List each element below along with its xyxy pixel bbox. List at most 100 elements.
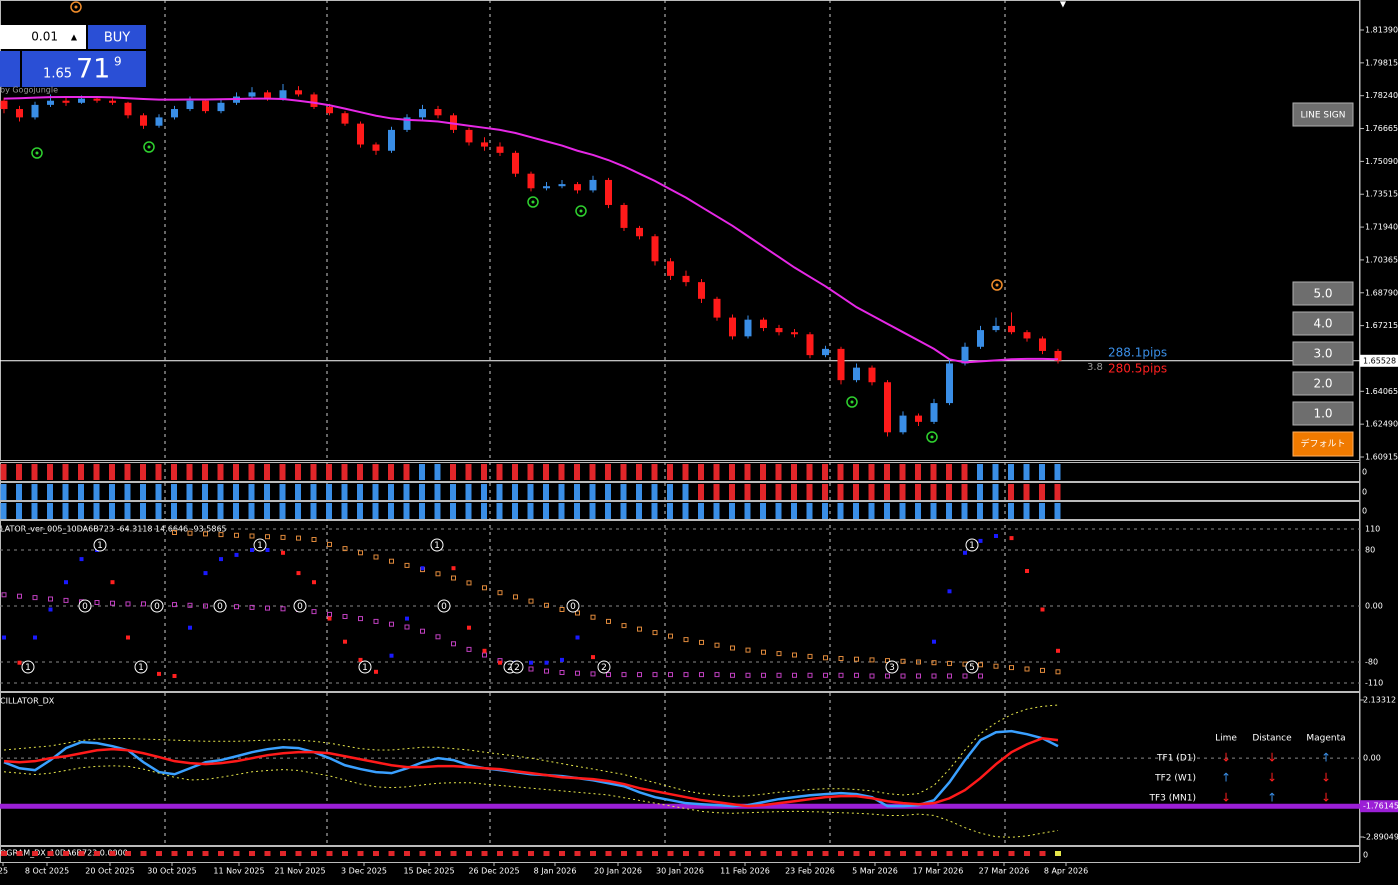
slow-square	[497, 590, 503, 596]
stripe-bar	[465, 503, 472, 519]
signal-square	[962, 673, 968, 679]
stripe-bar	[434, 464, 441, 480]
buy-button[interactable]	[88, 25, 146, 49]
slow-square	[218, 532, 224, 538]
level-button[interactable]	[1292, 281, 1354, 306]
pips-up: 288.1pips	[1108, 346, 1167, 360]
level-buttons: 5.0 4.0 3.0 2.0 1.0	[1292, 281, 1354, 426]
hist-square	[1024, 851, 1030, 856]
sell-stub[interactable]	[0, 51, 20, 87]
slow-square	[714, 642, 720, 648]
level-button[interactable]	[1292, 341, 1354, 366]
stripe-bar	[233, 484, 239, 500]
signal-number: 1	[25, 663, 31, 673]
hist-square	[512, 851, 519, 856]
candle-body	[946, 363, 953, 404]
hist-square	[156, 851, 162, 856]
signal-badge	[134, 660, 148, 674]
dx-tick-label: -1.76145	[1363, 802, 1398, 811]
candle-body	[1023, 332, 1031, 339]
hist-square	[977, 851, 984, 856]
hist-square	[900, 851, 906, 856]
lot-box[interactable]	[0, 25, 86, 49]
x-tick-label: 27 Mar 2026	[979, 867, 1030, 876]
signal-badge	[430, 538, 444, 552]
hist-square	[295, 851, 302, 856]
signal-number: 0	[82, 602, 88, 612]
x-tick-label: 8 Jan 2026	[534, 867, 577, 876]
lot-up[interactable]: ▲	[71, 33, 78, 42]
slow-square	[513, 594, 518, 600]
slow-square	[916, 659, 921, 665]
hist-square	[326, 851, 333, 856]
stripe-bar	[667, 503, 673, 519]
signal-number: 2	[507, 663, 513, 673]
signal-dot	[35, 151, 39, 155]
line-sign-button[interactable]: LINE SIGN	[1292, 102, 1354, 127]
stripe-bar	[279, 464, 286, 480]
level-button[interactable]	[1292, 311, 1354, 336]
slow-square	[482, 585, 487, 591]
x-tick-label: 17 Mar 2026	[913, 867, 964, 876]
slow-square	[947, 660, 952, 666]
dx-level-box	[1360, 800, 1398, 813]
stripe-bar	[512, 503, 518, 519]
signal-square	[683, 672, 689, 678]
slow-square	[776, 651, 782, 657]
signal-number: 0	[441, 602, 447, 612]
stripe-bar	[419, 503, 425, 519]
hist-square	[574, 851, 581, 856]
slow-square	[327, 541, 332, 547]
default-label: デフォルト	[1300, 438, 1345, 450]
stripe-bar	[744, 484, 751, 500]
stripe-bar	[310, 503, 317, 519]
hist-square	[543, 851, 550, 856]
signal-square	[249, 604, 255, 610]
signal-square	[606, 672, 611, 678]
dx-tick-label: 2.13312	[1363, 696, 1396, 705]
stripe-bar	[217, 484, 224, 500]
slow-square	[389, 558, 394, 564]
candle-body	[16, 109, 23, 118]
signal-dot	[995, 283, 999, 287]
fast-dot	[312, 580, 316, 585]
buy-price[interactable]	[22, 51, 146, 87]
candle-body	[109, 100, 116, 103]
hist-square	[822, 851, 829, 856]
signal-square	[265, 605, 270, 611]
hist-square	[605, 851, 612, 856]
stripe-bar	[884, 484, 890, 500]
level-button[interactable]	[1292, 401, 1354, 426]
signal-badge	[358, 660, 372, 674]
signal-square	[761, 672, 766, 678]
osc-tick-label: 110	[1365, 525, 1380, 534]
stripe-bar	[295, 484, 301, 500]
stripe-bar	[233, 464, 239, 480]
fast-dot	[482, 648, 487, 653]
slow-square	[792, 652, 797, 658]
hist-square	[94, 851, 100, 856]
fast-dot	[172, 674, 177, 678]
slow-square	[234, 532, 239, 538]
default-button[interactable]: デフォルト	[1292, 431, 1354, 457]
stripe-bar	[775, 464, 782, 480]
hist-square	[962, 851, 968, 856]
signal-dot	[850, 400, 854, 404]
stripe-bar	[326, 464, 332, 480]
stripe-bar	[62, 464, 69, 480]
hist-square	[869, 851, 875, 856]
level-button[interactable]	[1292, 371, 1354, 396]
slow-square	[435, 571, 441, 577]
stripe-bar	[496, 503, 503, 519]
stripe-bar	[16, 464, 22, 480]
hist-square	[497, 851, 503, 856]
hist-square	[450, 851, 457, 856]
stripe-bar	[930, 503, 937, 519]
stripe-bar	[822, 464, 828, 480]
stripe-bar	[388, 503, 394, 519]
stripe-bar	[698, 484, 704, 500]
dx-tick-label: -2.89049	[1363, 833, 1398, 842]
stripe-bar	[16, 484, 22, 500]
slow-square	[637, 626, 642, 632]
fast-dot	[963, 550, 967, 555]
